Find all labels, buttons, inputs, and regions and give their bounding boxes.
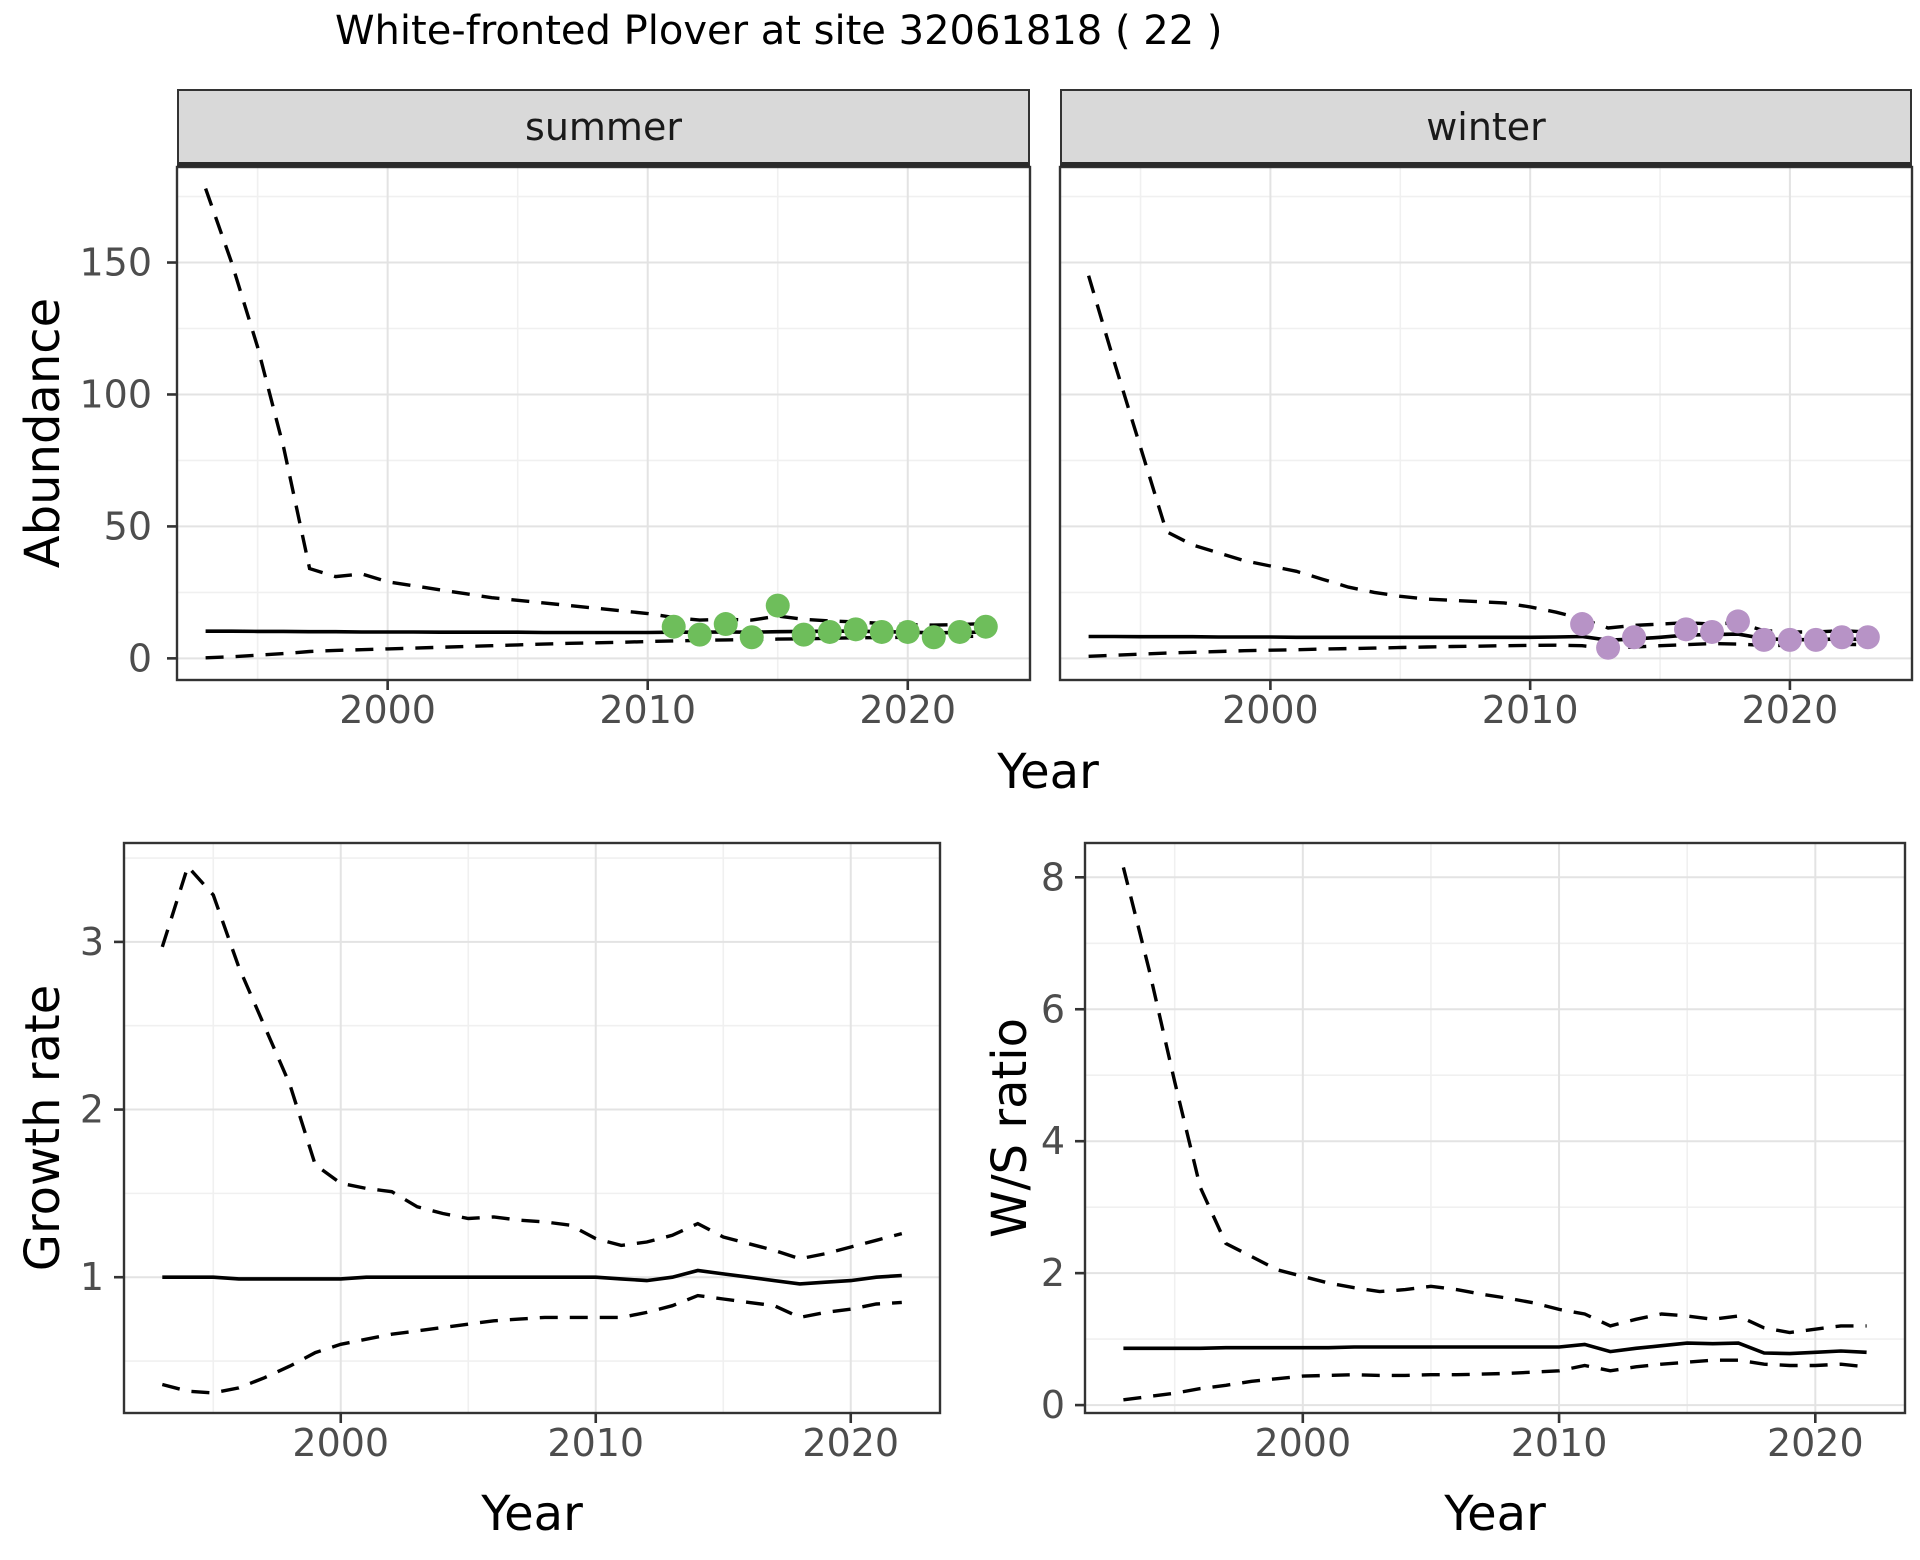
point — [1596, 635, 1621, 660]
lower-95ci-line — [205, 634, 986, 660]
facet-strip-label: summer — [525, 104, 682, 149]
x-tick-label: 2000 — [339, 688, 436, 732]
x-tick-label: 2010 — [547, 1421, 644, 1465]
x-tick-label: 2020 — [802, 1421, 899, 1465]
point — [1751, 627, 1776, 652]
point — [1699, 619, 1724, 644]
axis-ticks: 2000 2010 2020 0 50 100 150 — [79, 241, 956, 732]
axis-ticks: 2000 2010 2020 — [1222, 680, 1838, 732]
point — [947, 619, 972, 644]
median-line — [1088, 632, 1868, 643]
point — [817, 619, 842, 644]
panel-background — [124, 843, 940, 1413]
upper-95ci-line — [1121, 866, 1867, 1335]
x-axis-title-year-top: Year — [997, 744, 1099, 800]
panel-abundance-summer: 2000 2010 2020 0 50 100 150 — [79, 165, 1032, 732]
y-tick-label: 6 — [1041, 987, 1065, 1031]
y-tick-label: 2 — [1041, 1251, 1065, 1295]
panel-border — [175, 165, 1032, 682]
panel-growth-rate: 2000 2010 2020 1 2 3 — [80, 841, 942, 1465]
x-tick-label: 2020 — [1767, 1421, 1864, 1465]
panel-background — [1060, 167, 1912, 680]
data-layer — [1121, 866, 1867, 1402]
axis-ticks: 2000 2010 2020 1 2 3 — [80, 920, 899, 1465]
gridlines — [177, 167, 1030, 680]
x-tick-label: 2010 — [1511, 1421, 1608, 1465]
y-axis-title-ws-ratio: W/S ratio — [982, 1017, 1038, 1239]
data-layer — [160, 863, 903, 1395]
facet-strip-summer: summer — [177, 89, 1030, 167]
data-layer — [1086, 275, 1880, 660]
point — [1570, 612, 1595, 637]
panel-border — [1083, 841, 1907, 1415]
y-axis-title-abundance: Abundance — [15, 297, 71, 569]
point — [687, 622, 712, 647]
x-axis-title-year-growth: Year — [481, 1486, 583, 1542]
data-layer — [203, 188, 998, 660]
panel-abundance-winter: 2000 2010 2020 — [1058, 165, 1914, 732]
point — [869, 619, 894, 644]
point — [765, 593, 790, 618]
facet-strip-winter: winter — [1060, 89, 1912, 167]
point — [1829, 625, 1854, 650]
chart-title: White-fronted Plover at site 32061818 ( … — [335, 8, 1223, 54]
y-tick-label: 100 — [79, 372, 152, 416]
point — [661, 614, 686, 639]
point — [973, 614, 998, 639]
facet-strip-label: winter — [1426, 104, 1546, 149]
median-line — [205, 629, 986, 635]
x-tick-label: 2000 — [1254, 1421, 1351, 1465]
panel-ws-ratio: 2000 2010 2020 0 2 4 6 8 — [1041, 841, 1907, 1465]
y-tick-label: 0 — [1041, 1383, 1065, 1427]
point — [1674, 617, 1699, 642]
point — [843, 617, 868, 642]
point — [1622, 625, 1647, 650]
y-axis-title-growth-rate: Growth rate — [15, 984, 71, 1272]
point — [1803, 627, 1828, 652]
panel-border — [122, 841, 942, 1415]
y-tick-label: 4 — [1041, 1119, 1065, 1163]
gridlines — [1085, 843, 1905, 1413]
y-tick-label: 8 — [1041, 855, 1065, 899]
y-tick-label: 150 — [79, 241, 152, 285]
point — [895, 619, 920, 644]
point — [1725, 609, 1750, 634]
axis-ticks: 2000 2010 2020 0 2 4 6 8 — [1041, 855, 1864, 1465]
panel-border — [1058, 165, 1914, 682]
gridlines — [1060, 167, 1912, 680]
lower-95ci-line — [1123, 1358, 1867, 1402]
x-tick-label: 2020 — [859, 688, 956, 732]
x-tick-label: 2000 — [292, 1421, 389, 1465]
lower-95ci-line — [1088, 641, 1868, 658]
x-tick-label: 2020 — [1742, 688, 1839, 732]
median-line — [162, 1268, 902, 1286]
point — [739, 625, 764, 650]
point — [1855, 625, 1880, 650]
y-tick-label: 2 — [80, 1088, 104, 1132]
y-tick-label: 0 — [128, 636, 152, 680]
data-points — [1570, 609, 1880, 660]
x-axis-title-year-ws: Year — [1444, 1486, 1546, 1542]
panel-background — [1085, 843, 1905, 1413]
lower-95ci-line — [161, 1293, 902, 1395]
y-tick-label: 1 — [80, 1255, 104, 1299]
y-tick-label: 3 — [80, 920, 104, 964]
point — [791, 622, 816, 647]
y-tick-label: 50 — [104, 504, 152, 548]
point — [1777, 627, 1802, 652]
median-line — [1123, 1341, 1867, 1356]
point — [921, 625, 946, 650]
x-tick-label: 2010 — [1482, 688, 1579, 732]
panel-background — [177, 167, 1030, 680]
data-points — [661, 593, 998, 650]
upper-95ci-line — [160, 863, 903, 1261]
x-tick-label: 2000 — [1222, 688, 1319, 732]
point — [713, 612, 738, 637]
x-tick-label: 2010 — [599, 688, 696, 732]
